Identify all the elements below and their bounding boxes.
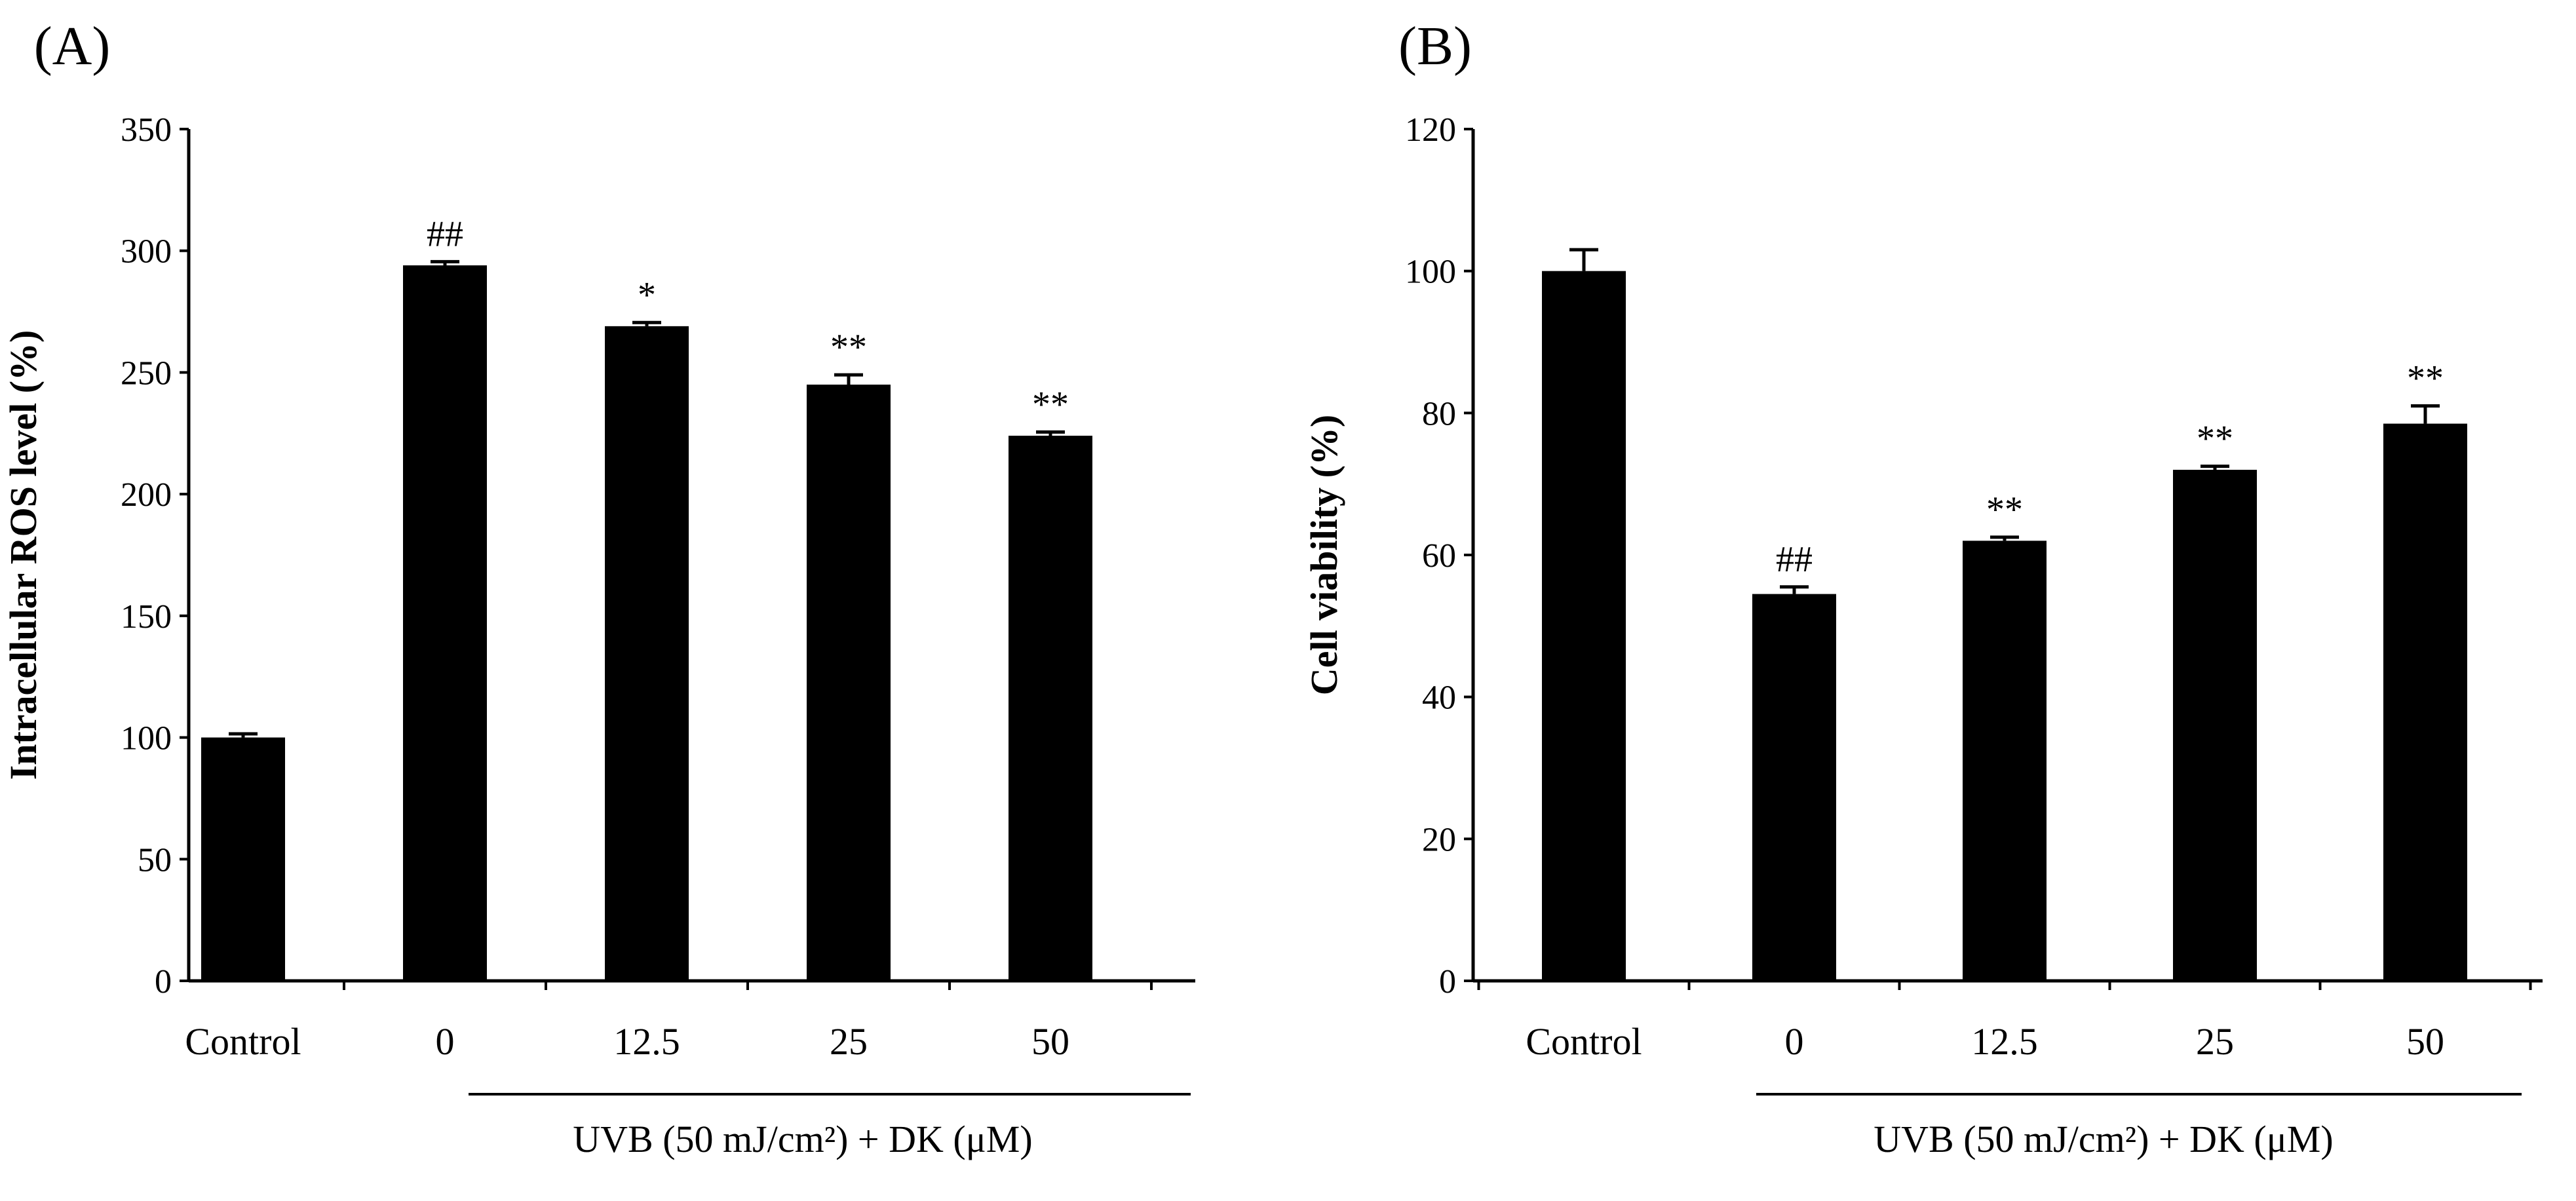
category-label: 12.5 [1971, 1020, 2038, 1063]
bar-2 [1963, 541, 2047, 981]
significance-marker: ** [1032, 384, 1069, 425]
y-tick-label: 20 [1422, 821, 1456, 858]
y-tick-label: 120 [1405, 111, 1456, 149]
bar-4 [2383, 423, 2467, 981]
panel-b-chart: (B) 0 20 40 60 80 100 120 Control ## 0 ** 12.5 ** 25 **… [1303, 16, 2543, 1160]
bar-2 [605, 326, 689, 981]
bar-1 [403, 265, 487, 981]
y-tick-label: 0 [1439, 963, 1456, 1001]
significance-marker: ** [1986, 489, 2023, 530]
significance-marker: ## [1776, 539, 1813, 580]
panel-label: (A) [34, 16, 111, 77]
category-label: 12.5 [613, 1020, 680, 1063]
significance-marker: * [638, 275, 656, 315]
significance-marker: ** [2407, 358, 2444, 399]
y-tick-label: 40 [1422, 679, 1456, 717]
category-label: 0 [1785, 1020, 1804, 1063]
category-label: 0 [436, 1020, 455, 1063]
y-tick-label: 100 [1405, 254, 1456, 291]
significance-marker: ** [2197, 419, 2233, 459]
category-label: 25 [2196, 1020, 2234, 1063]
group-label: UVB (50 mJ/cm²) + DK (μM) [1874, 1118, 2333, 1160]
y-tick-label: 80 [1422, 395, 1456, 432]
y-axis-title: Cell viability (%) [1303, 415, 1345, 696]
significance-marker: ## [427, 214, 463, 254]
bar-0 [1542, 271, 1626, 982]
y-tick-label: 150 [121, 598, 172, 636]
y-tick-label: 250 [121, 354, 172, 392]
category-label: 50 [2406, 1020, 2444, 1063]
bar-3 [807, 385, 891, 981]
y-tick-label: 300 [121, 233, 172, 271]
bar-0 [201, 737, 285, 981]
y-tick-label: 200 [121, 476, 172, 514]
category-label: 50 [1031, 1020, 1069, 1063]
y-tick-label: 50 [138, 841, 172, 879]
category-label: Control [185, 1020, 301, 1063]
panel-label: (B) [1398, 16, 1472, 77]
y-tick-label: 100 [121, 720, 172, 757]
significance-marker: ** [830, 327, 867, 368]
group-label: UVB (50 mJ/cm²) + DK (μM) [573, 1118, 1032, 1160]
bar-1 [1752, 594, 1836, 981]
y-tick-label: 350 [121, 111, 172, 149]
bar-3 [2173, 470, 2257, 981]
category-label: 25 [830, 1020, 868, 1063]
y-axis-title: Intracellular ROS level (%) [2, 330, 45, 780]
y-tick-label: 0 [155, 963, 172, 1001]
y-tick-label: 60 [1422, 537, 1456, 575]
panel-a-chart: (A) 0 50 100 150 200 250 300 350 Control ## 0 * 12.5 *… [2, 16, 1195, 1160]
bar-4 [1009, 436, 1092, 981]
category-label: Control [1526, 1020, 1642, 1063]
